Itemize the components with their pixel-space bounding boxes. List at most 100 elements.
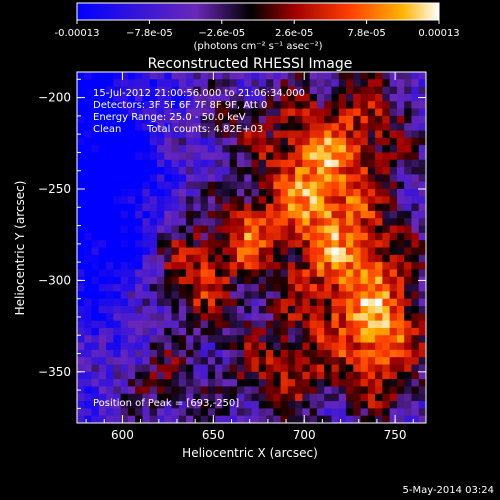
heatmap-cell: [367, 320, 376, 329]
heatmap-cell: [186, 108, 194, 117]
heatmap-cell: [84, 240, 92, 248]
heatmap-cell: [149, 247, 158, 256]
heatmap-cell: [178, 101, 187, 109]
heatmap-cell: [331, 371, 340, 380]
heatmap-cell: [207, 218, 216, 226]
heatmap-cell: [316, 371, 325, 380]
heatmap-cell: [178, 415, 187, 424]
heatmap-cell: [404, 218, 412, 226]
heatmap-cell: [295, 408, 303, 417]
heatmap-cell: [178, 320, 187, 329]
heatmap-cell: [287, 386, 296, 395]
heatmap-cell: [135, 123, 143, 131]
heatmap-cell: [316, 145, 325, 153]
heatmap-cell: [106, 393, 114, 402]
heatmap-cell: [222, 335, 231, 343]
heatmap-cell: [186, 72, 194, 80]
heatmap-cell: [404, 225, 412, 234]
heatmap-cell: [222, 349, 231, 358]
heatmap-cell: [389, 247, 398, 256]
heatmap-cell: [287, 152, 296, 161]
heatmap-cell: [186, 298, 194, 307]
heatmap-cell: [135, 72, 143, 80]
heatmap-cell: [338, 167, 347, 175]
heatmap-cell: [302, 167, 311, 175]
heatmap-cell: [353, 262, 361, 270]
heatmap-cell: [287, 225, 296, 234]
heatmap-cell: [258, 349, 267, 358]
heatmap-cell: [418, 327, 427, 336]
heatmap-cell: [164, 247, 172, 256]
heatmap-cell: [418, 371, 427, 380]
heatmap-cell: [382, 349, 391, 358]
heatmap-cell: [295, 115, 303, 124]
heatmap-cell: [411, 181, 420, 190]
heatmap-cell: [178, 247, 187, 256]
heatmap-cell: [258, 203, 267, 212]
heatmap-cell: [316, 93, 325, 102]
heatmap-cell: [207, 240, 216, 248]
heatmap-cell: [396, 181, 405, 190]
heatmap-cell: [251, 269, 260, 278]
heatmap-cell: [266, 203, 274, 212]
heatmap-cell: [295, 298, 303, 307]
heatmap-cell: [266, 196, 274, 205]
heatmap-cell: [266, 371, 274, 380]
heatmap-cell: [229, 327, 238, 336]
heatmap-cell: [200, 137, 209, 146]
heatmap-cell: [215, 181, 223, 190]
heatmap-cell: [367, 123, 376, 131]
heatmap-cell: [171, 218, 180, 226]
heatmap-cell: [404, 342, 412, 351]
heatmap-cell: [273, 379, 281, 387]
heatmap-cell: [411, 123, 420, 131]
heatmap-cell: [273, 203, 281, 212]
heatmap-cell: [207, 269, 216, 278]
heatmap-cell: [324, 408, 332, 417]
heatmap-cell: [229, 174, 238, 183]
heatmap-cell: [186, 327, 194, 336]
heatmap-cell: [236, 298, 245, 307]
heatmap-cell: [404, 291, 412, 300]
heatmap-cell: [375, 415, 383, 424]
heatmap-cell: [258, 306, 267, 314]
heatmap-cell: [324, 210, 332, 219]
heatmap-cell: [200, 393, 209, 402]
heatmap-cell: [375, 86, 383, 95]
heatmap-cell: [280, 401, 289, 409]
heatmap-cell: [375, 298, 383, 307]
heatmap-cell: [266, 276, 274, 285]
heatmap-cell: [135, 401, 143, 409]
heatmap-cell: [382, 364, 391, 373]
heatmap-cell: [389, 108, 398, 117]
heatmap-cell: [91, 349, 100, 358]
heatmap-cell: [149, 181, 158, 190]
heatmap-cell: [273, 284, 281, 292]
heatmap-cell: [331, 408, 340, 417]
heatmap-cell: [338, 93, 347, 102]
heatmap-cell: [367, 349, 376, 358]
heatmap-cell: [353, 386, 361, 395]
heatmap-cell: [396, 145, 405, 153]
heatmap-cell: [207, 335, 216, 343]
heatmap-cell: [338, 342, 347, 351]
heatmap-cell: [164, 123, 172, 131]
heatmap-cell: [418, 401, 427, 409]
heatmap-cell: [396, 240, 405, 248]
heatmap-cell: [258, 357, 267, 365]
heatmap-cell: [120, 254, 129, 263]
heatmap-cell: [316, 189, 325, 197]
heatmap-cell: [178, 152, 187, 161]
heatmap-cell: [404, 232, 412, 241]
heatmap-cell: [280, 276, 289, 285]
heatmap-cell: [273, 86, 281, 95]
heatmap-cell: [200, 145, 209, 153]
heatmap-cell: [135, 247, 143, 256]
heatmap-cell: [324, 93, 332, 102]
heatmap-cell: [331, 167, 340, 175]
heatmap-cell: [106, 115, 114, 124]
heatmap-cell: [375, 371, 383, 380]
heatmap-cell: [367, 159, 376, 168]
heatmap-cell: [273, 393, 281, 402]
heatmap-cell: [404, 320, 412, 329]
